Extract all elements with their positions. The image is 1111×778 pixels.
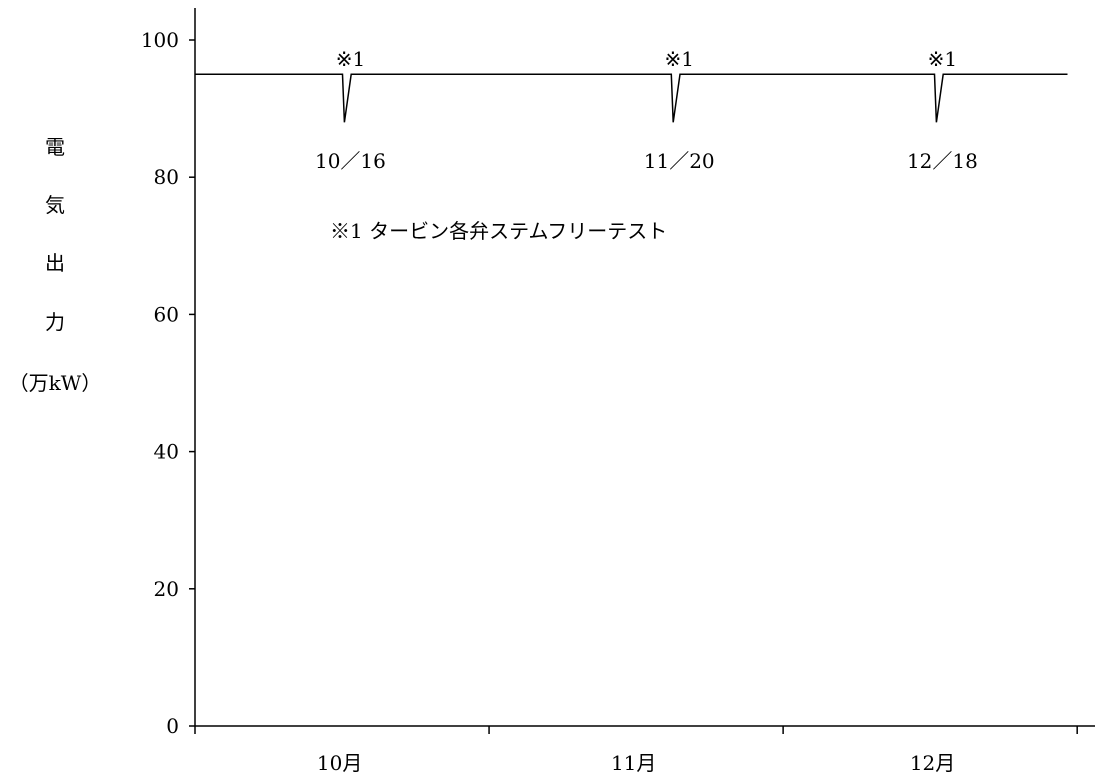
y-axis-ticks: 0 20 40 60 80 100 — [141, 28, 195, 738]
y-label-unit: （万kW） — [9, 371, 102, 395]
series-group — [195, 73, 1068, 123]
x-axis-ticks: 10月 11月 12月 — [194, 726, 1078, 775]
x-month-label: 12月 — [910, 751, 955, 775]
y-label-char: 出 — [45, 251, 65, 275]
axes — [194, 8, 1095, 727]
event-annotations: ※1 10／16 ※1 11／20 ※1 12／18 — [315, 47, 978, 173]
x-month-label: 10月 — [317, 751, 362, 775]
event-date-label: 11／20 — [644, 149, 715, 173]
x-month-label: 11月 — [611, 751, 656, 775]
y-label-char: 気 — [45, 193, 65, 217]
series-line — [195, 73, 1068, 123]
y-tick-label: 0 — [166, 714, 179, 738]
event-marker-label: ※1 — [928, 47, 957, 71]
y-tick-label: 60 — [154, 302, 179, 326]
y-tick-label: 40 — [154, 440, 179, 464]
y-label-char: 力 — [45, 310, 65, 334]
event-marker-label: ※1 — [336, 47, 365, 71]
y-tick-label: 100 — [141, 28, 179, 52]
event-marker-label: ※1 — [664, 47, 693, 71]
event-date-label: 10／16 — [315, 149, 386, 173]
y-tick-label: 80 — [154, 165, 179, 189]
note-annotation: ※1 タービン各弁ステムフリーテスト — [330, 219, 667, 243]
y-label-char: 電 — [45, 135, 65, 159]
y-tick-label: 20 — [154, 577, 179, 601]
event-date-label: 12／18 — [907, 149, 978, 173]
